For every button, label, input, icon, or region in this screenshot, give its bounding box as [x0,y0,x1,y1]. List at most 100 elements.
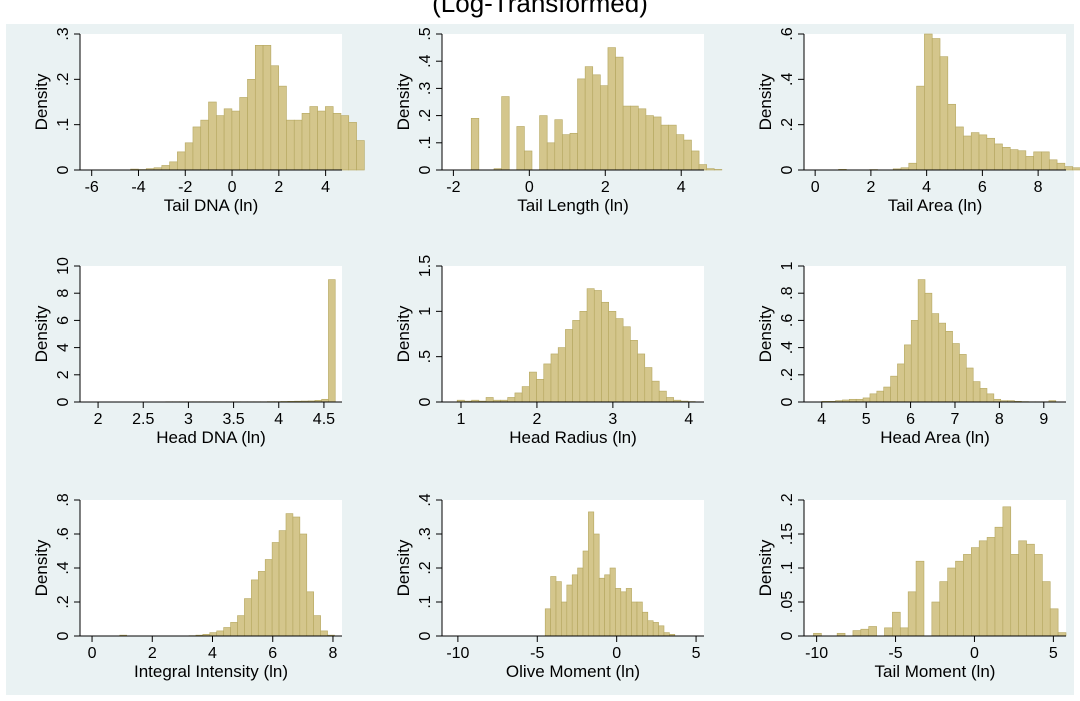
histogram-bar [1049,608,1059,637]
histogram-bar [637,353,646,403]
histogram-bar [1017,150,1027,171]
histogram-bar [1041,151,1050,171]
histogram-bar [1056,162,1066,171]
x-tick-label: 6 [268,645,277,662]
histogram-bar [524,150,533,171]
histogram-bar [601,301,609,403]
y-tick-label: .6 [779,27,796,40]
histogram-bar [706,168,715,171]
histogram-panel-5: 1 2 3 4 0 .5 1 1.5 Head Radius (ln) Density [394,255,704,447]
y-tick-label: 0 [417,397,434,406]
histogram-bar [924,33,933,171]
x-axis-title: Olive Moment (ln) [506,662,640,681]
histogram-bar [592,74,601,171]
histogram-bar [569,132,578,171]
histogram-bar [644,367,653,403]
y-tick-label: 0 [417,165,434,174]
x-tick-label: 3 [608,411,617,428]
histogram-bar [546,142,556,171]
x-tick-label: 0 [970,645,979,662]
histogram-panel-2: -2 0 2 4 0 .1 .2 .3 .4 .5 Tail Length (ln) Density [394,27,723,215]
histogram-bar [223,627,231,637]
histogram-bar [257,571,266,637]
x-tick-label: 7 [951,411,960,428]
x-tick-label: 8 [995,411,1004,428]
y-tick-label: .1 [779,561,796,574]
histogram-bar [924,292,933,403]
histogram-bar [917,279,926,403]
histogram-bar [883,386,891,403]
x-tick-label: -5 [530,645,544,662]
y-axis-title: Density [32,305,51,362]
x-tick-label: 1 [457,411,466,428]
histogram-bar [971,547,980,637]
y-tick-label: 1 [779,261,796,270]
x-tick-label: 4 [684,411,693,428]
histogram-bar [698,164,707,171]
histogram-bar [550,353,559,403]
y-tick-label: .1 [417,136,434,149]
histogram-bar [939,56,949,171]
histogram-bar [539,115,548,171]
histogram-bar [630,105,639,171]
x-tick-label: 0 [612,645,621,662]
histogram-bar [301,113,311,171]
histogram-bar [550,576,557,637]
histogram-bar [1018,540,1027,637]
y-tick-label: .3 [417,82,434,95]
x-axis-title: Tail Length (ln) [517,196,629,215]
x-tick-label: 8 [1034,179,1043,196]
histogram-bar [262,45,272,171]
histogram-bar [237,615,245,637]
histogram-bar [223,108,233,171]
y-tick-label: .3 [55,27,72,40]
histogram-bar [862,397,871,403]
y-tick-label: .2 [417,561,434,574]
x-axis-title: Head Radius (ln) [509,428,637,447]
histogram-bar [615,588,622,637]
histogram-panel-3: 0 2 4 6 8 0 .2 .4 .6 Tail Area (ln) Density [756,27,1080,215]
x-tick-label: 6 [978,179,987,196]
x-tick-label: 6 [906,411,915,428]
histogram-bar [598,577,605,637]
x-tick-label: 2 [274,179,283,196]
histogram-bar [309,106,318,171]
histogram-bar [328,279,336,403]
x-tick-label: 0 [525,179,534,196]
histogram-bar [1048,159,1058,171]
histogram-bar [571,574,578,637]
x-tick-label: -5 [888,645,902,662]
x-tick-label: 5 [1049,645,1058,662]
histogram-panel-1: -6 -4 -2 0 2 4 0 .1 .2 .3 Tail DNA (ln) Density [32,27,365,215]
histogram-bar [625,588,632,637]
y-tick-label: 0 [55,397,72,406]
x-tick-label: 4 [677,179,686,196]
y-axis-title: Density [32,73,51,130]
histogram-bar [663,632,670,637]
histogram-bar [1057,632,1067,637]
x-axis-title: Tail Moment (ln) [875,662,996,681]
histogram-bar [615,56,624,171]
histogram-bar [1026,543,1035,637]
histogram-bar [543,363,552,403]
histogram-bar [899,627,909,637]
histogram-bar [588,511,595,637]
histogram-bar [955,126,964,171]
histogram-bar [299,533,308,637]
x-tick-label: 2 [601,179,610,196]
histogram-panel-9: -10 -5 0 5 0 .05 .1 .15 .2 Tail Moment (ln) Densit… [756,493,1067,681]
histogram-bar [270,65,279,171]
histogram-bar [278,85,287,171]
y-tick-label: .5 [417,27,434,40]
histogram-bar [652,622,659,637]
histogram-bar [675,134,685,171]
histogram-bar [161,165,170,171]
y-tick-label: 4 [55,343,72,352]
histogram-bar [615,318,624,403]
y-tick-label: .2 [417,109,434,122]
histogram-bar [216,630,224,637]
histogram-bar [970,132,980,171]
plot-area [80,266,342,402]
y-tick-label: .05 [779,591,796,613]
